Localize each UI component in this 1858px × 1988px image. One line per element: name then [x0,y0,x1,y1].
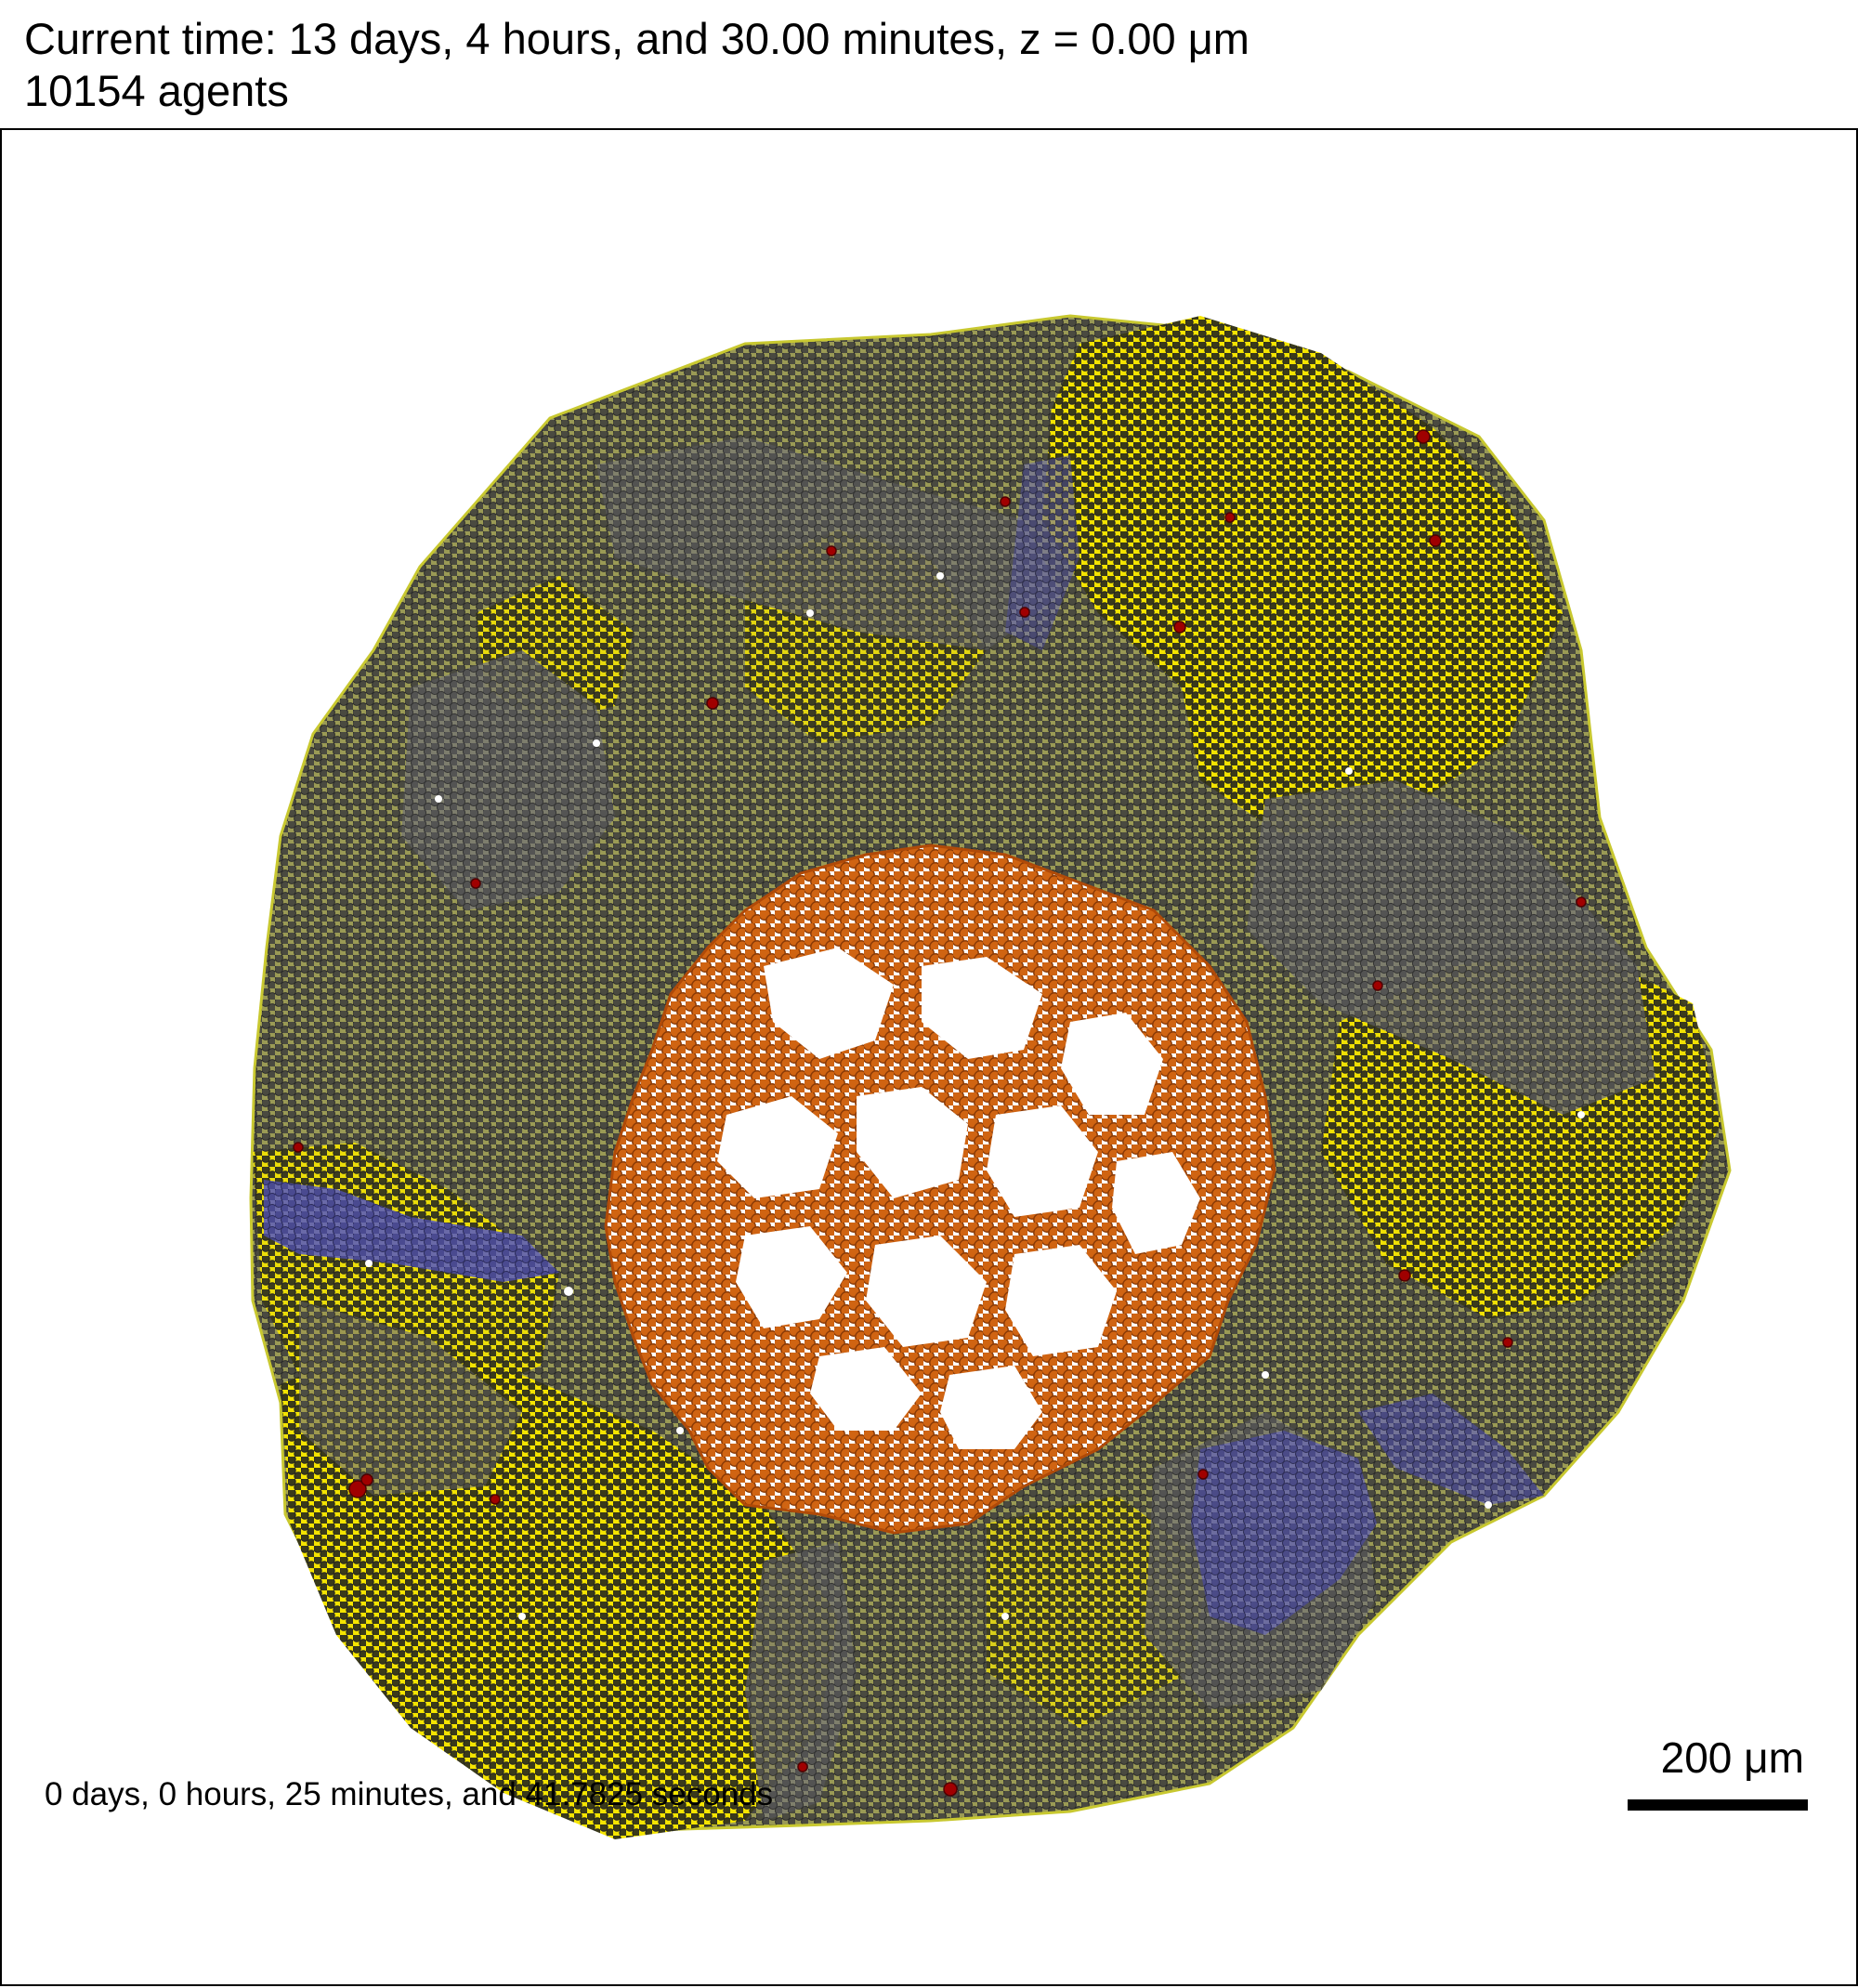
simulation-frame [0,128,1858,1986]
cell-visualization [249,314,1732,1839]
scale-bar [1628,1799,1808,1811]
gray-region-bottom-streak [745,1542,857,1821]
yellow-region-top-right [1042,316,1563,836]
blue-region-lower-right [1191,1431,1377,1635]
gray-region-top-band [596,437,1061,650]
blue-region-top [1005,455,1079,650]
header: Current time: 13 days, 4 hours, and 30.0… [24,13,1250,117]
runtime-label: 0 days, 0 hours, 25 minutes, and 41.7825… [45,1776,774,1812]
necrotic-voids [717,948,1200,1449]
gray-region-upper-left [401,650,615,910]
current-time-label: Current time: 13 days, 4 hours, and 30.0… [24,14,1250,63]
blue-region-left [264,1180,559,1282]
blue-region-right [1358,1393,1544,1505]
agent-count-label: 10154 agents [24,66,289,115]
gray-region-right-band [1247,780,1655,1115]
apoptotic-cells [293,429,1587,1797]
scale-bar-label: 200 μm [1660,1733,1804,1782]
gray-region-left-mid [299,1301,522,1496]
interstitial-gaps [365,572,1585,1620]
